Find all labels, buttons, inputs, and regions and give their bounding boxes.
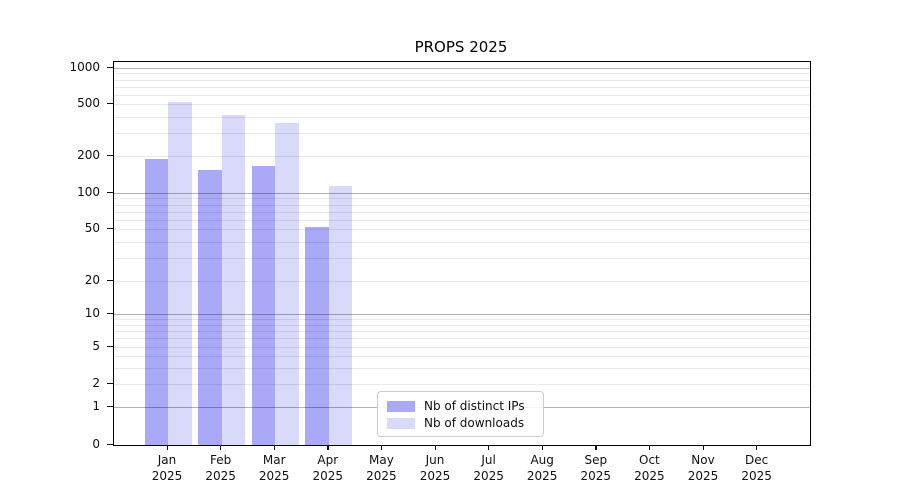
- gridline-6: [114, 338, 810, 340]
- gridline-800: [114, 79, 810, 81]
- y-tick-mark-50: [107, 227, 113, 229]
- bars-layer: [114, 62, 810, 445]
- gridline-600: [114, 94, 810, 96]
- gridline-8: [114, 324, 810, 326]
- bar-distinct-ips-jan: [144, 158, 168, 445]
- y-tick-label-1000: 1000: [69, 60, 100, 74]
- gridline-2: [114, 384, 810, 385]
- gridline-9: [114, 319, 810, 321]
- legend: Nb of distinct IPs Nb of downloads: [377, 391, 544, 437]
- gridline-3: [114, 367, 810, 369]
- y-tick-label-10: 10: [84, 306, 100, 320]
- legend-item-distinct-ips: Nb of distinct IPs: [387, 398, 534, 414]
- bar-downloads-feb: [221, 115, 246, 445]
- x-tick-label-nov: Nov 2025: [687, 453, 719, 483]
- x-tick-label-jun: Jun 2025: [419, 453, 451, 483]
- x-tick-label-dec: Dec 2025: [741, 453, 772, 483]
- x-tick-label-may: May 2025: [366, 453, 397, 483]
- y-tick-mark-20: [107, 279, 113, 281]
- x-tick-label-jul: Jul 2025: [473, 453, 504, 483]
- gridline-4: [114, 356, 810, 357]
- y-tick-mark-10: [107, 312, 113, 314]
- bar-distinct-ips-apr: [305, 226, 329, 445]
- x-tick-label-oct: Oct 2025: [634, 453, 665, 483]
- y-tick-label-5: 5: [92, 339, 100, 353]
- x-tick-mark-nov: [702, 445, 704, 450]
- x-tick-mark-may: [380, 445, 383, 450]
- gridline-90: [114, 198, 810, 200]
- bar-downloads-mar: [275, 122, 299, 445]
- y-tick-mark-0: [107, 443, 113, 445]
- x-tick-label-feb: Feb 2025: [205, 453, 236, 483]
- x-tick-mark-apr: [327, 445, 329, 450]
- y-tick-mark-1000: [107, 66, 113, 68]
- x-tick-mark-aug: [541, 445, 544, 450]
- gridline-200: [114, 156, 810, 157]
- legend-swatch-downloads: [387, 417, 415, 429]
- chart-title: PROPS 2025: [414, 38, 508, 56]
- gridline-300: [114, 132, 810, 134]
- y-tick-mark-5: [107, 345, 113, 347]
- y-tick-label-500: 500: [77, 96, 100, 110]
- legend-label-distinct-ips: Nb of distinct IPs: [424, 399, 525, 413]
- x-tick-mark-mar: [273, 445, 276, 450]
- gridline-400: [114, 116, 810, 118]
- gridline-50: [114, 229, 810, 230]
- x-tick-mark-jun: [434, 445, 436, 450]
- gridline-500: [114, 104, 810, 105]
- y-tick-label-0: 0: [92, 437, 100, 451]
- y-tick-mark-1: [107, 405, 113, 407]
- x-tick-mark-sep: [595, 445, 597, 450]
- gridlines-layer: [114, 62, 810, 445]
- x-tick-mark-feb: [220, 445, 222, 450]
- gridline-900: [114, 73, 810, 75]
- y-tick-label-20: 20: [84, 273, 100, 287]
- gridline-10: [114, 314, 810, 315]
- legend-swatch-distinct-ips: [387, 400, 415, 412]
- x-tick-label-aug: Aug 2025: [526, 453, 558, 483]
- x-tick-mark-jul: [488, 445, 490, 450]
- gridline-60: [114, 219, 810, 221]
- y-tick-label-1: 1: [92, 399, 100, 413]
- gridline-1000: [114, 68, 810, 69]
- legend-label-downloads: Nb of downloads: [424, 416, 525, 430]
- y-tick-mark-200: [107, 154, 113, 156]
- legend-item-downloads: Nb of downloads: [387, 415, 534, 431]
- bar-downloads-jan: [168, 101, 192, 445]
- x-tick-mark-jan: [166, 445, 168, 450]
- gridline-100: [114, 193, 810, 194]
- x-tick-label-mar: Mar 2025: [258, 453, 290, 483]
- y-tick-label-2: 2: [92, 376, 100, 390]
- gridline-7: [114, 330, 810, 332]
- x-tick-label-jan: Jan 2025: [151, 453, 183, 483]
- bar-distinct-ips-mar: [251, 166, 276, 445]
- x-tick-mark-oct: [648, 445, 651, 450]
- gridline-5: [114, 347, 810, 348]
- y-tick-label-50: 50: [84, 221, 100, 235]
- gridline-80: [114, 204, 810, 206]
- y-tick-mark-100: [107, 191, 113, 193]
- y-tick-mark-500: [107, 102, 113, 104]
- x-tick-label-apr: Apr 2025: [312, 453, 344, 483]
- bar-distinct-ips-feb: [198, 169, 222, 445]
- x-tick-mark-dec: [756, 445, 758, 450]
- gridline-40: [114, 241, 810, 243]
- x-tick-label-sep: Sep 2025: [580, 453, 612, 483]
- y-tick-mark-2: [107, 382, 113, 384]
- gridline-70: [114, 211, 810, 213]
- gridline-700: [114, 86, 810, 88]
- bar-downloads-apr: [328, 185, 353, 445]
- gridline-30: [114, 257, 810, 259]
- y-tick-label-100: 100: [77, 185, 100, 199]
- plot-area: [113, 61, 811, 446]
- y-tick-label-200: 200: [77, 148, 100, 162]
- gridline-20: [114, 281, 810, 282]
